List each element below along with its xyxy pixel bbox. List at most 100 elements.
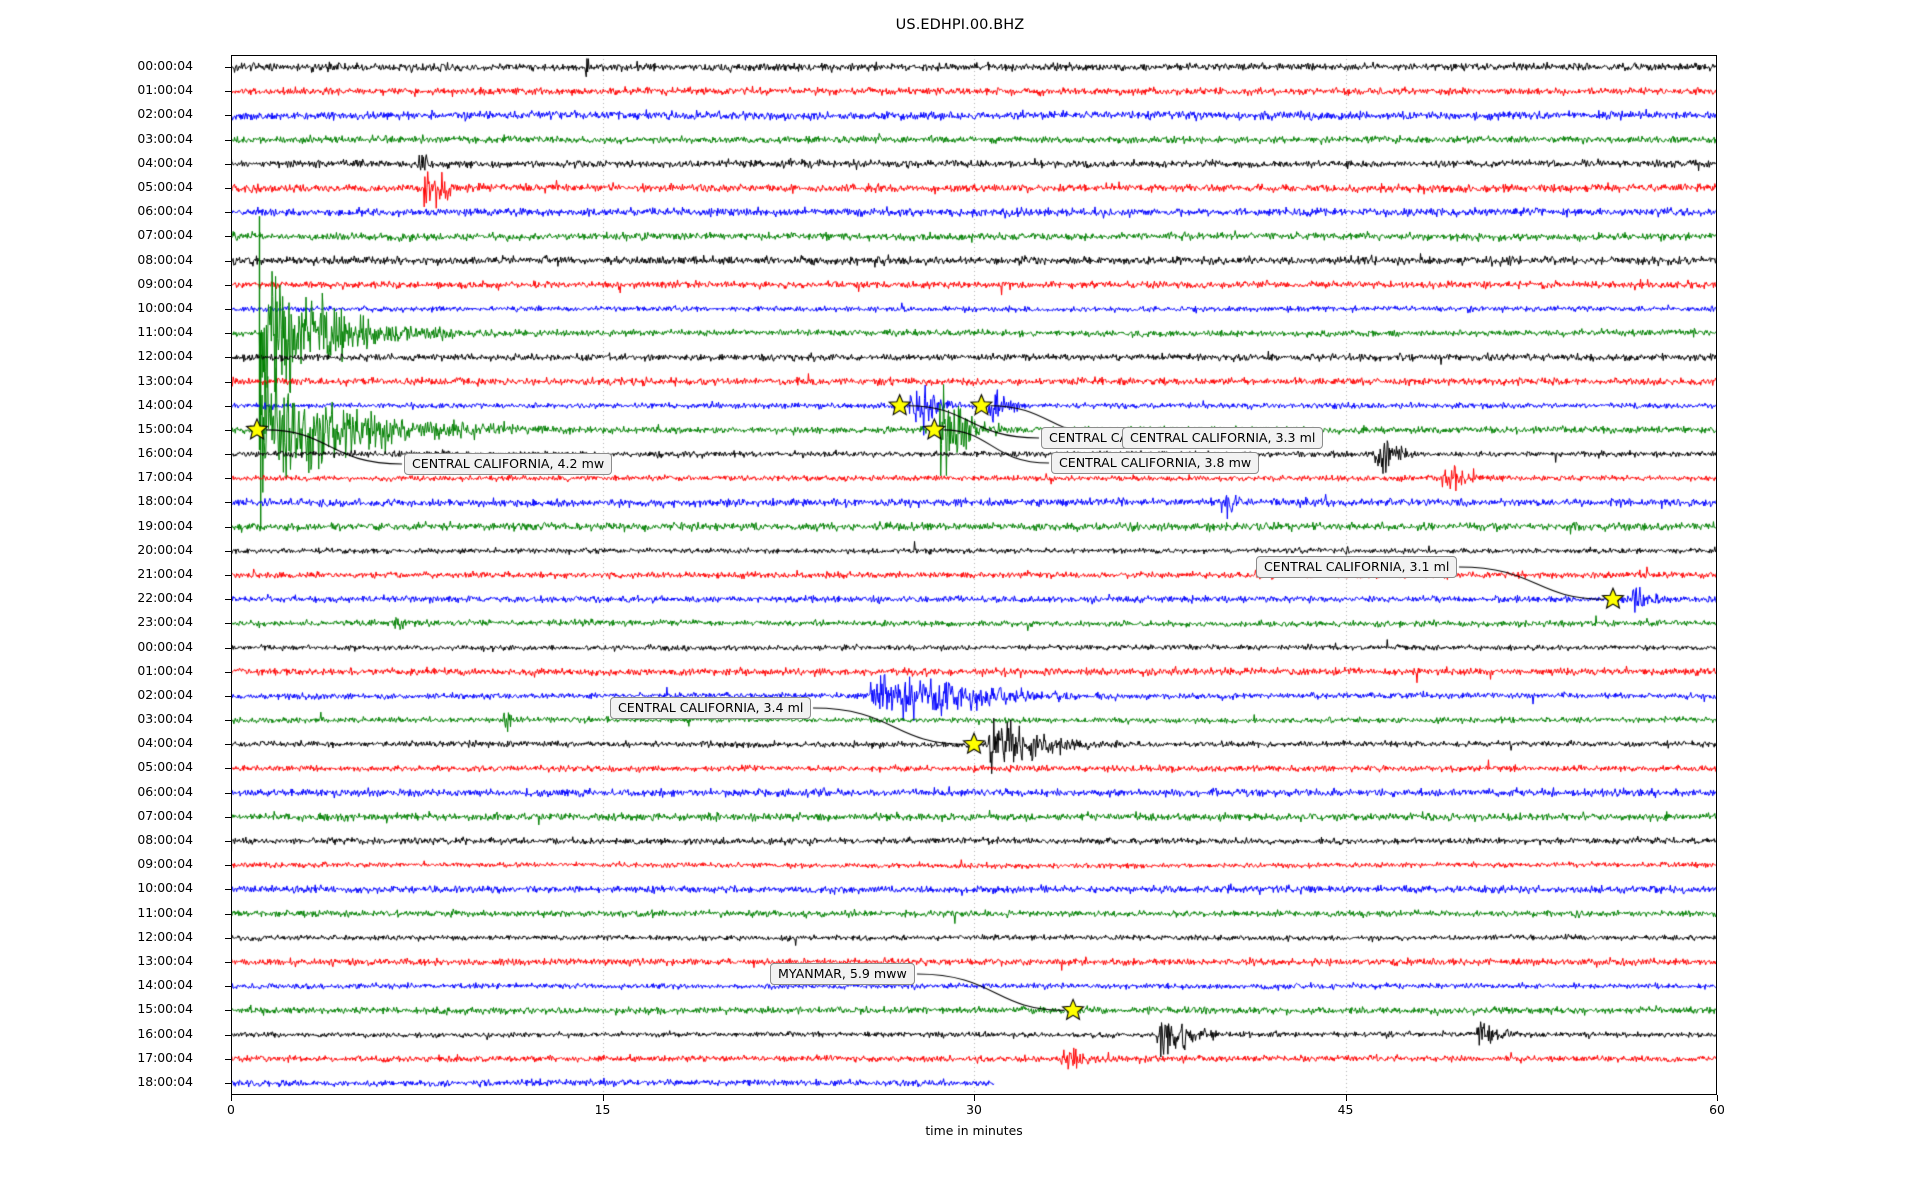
y-axis-tick-mark: [225, 1082, 231, 1084]
y-axis-tick-mark: [225, 67, 231, 69]
y-axis-tick-label: 11:00:04: [137, 324, 193, 340]
y-axis-tick-label: 04:00:04: [137, 735, 193, 751]
y-axis-tick-label: 01:00:04: [137, 662, 193, 678]
y-axis-tick-mark: [225, 744, 231, 746]
y-axis-tick-mark: [225, 623, 231, 625]
y-axis-tick-mark: [225, 308, 231, 310]
seismogram-traces-canvas: [231, 55, 1717, 1095]
y-axis-tick-mark: [225, 865, 231, 867]
y-axis-tick-label: 18:00:04: [137, 1073, 193, 1089]
y-axis-tick-label: 13:00:04: [137, 372, 193, 388]
y-axis-tick-label: 07:00:04: [137, 807, 193, 823]
y-axis-tick-label: 08:00:04: [137, 832, 193, 848]
y-axis-tick-mark: [225, 575, 231, 576]
y-axis-tick-mark: [225, 792, 231, 794]
y-axis-tick-label: 03:00:04: [137, 130, 193, 146]
y-axis-tick-mark: [225, 1034, 231, 1036]
y-axis-tick-label: 08:00:04: [137, 251, 193, 267]
y-axis-tick-label: 00:00:04: [137, 58, 193, 74]
y-axis-tick-mark: [225, 502, 231, 504]
y-axis-tick-mark: [225, 695, 231, 697]
y-axis-tick-mark: [225, 260, 231, 262]
y-axis-tick-label: 17:00:04: [137, 469, 193, 485]
y-axis-tick-mark: [225, 405, 231, 407]
x-axis-tick-mark: [974, 1095, 975, 1101]
x-axis-tick-mark: [1345, 1095, 1347, 1101]
y-axis-tick-label: 02:00:04: [137, 106, 193, 122]
y-axis-tick-mark: [225, 889, 231, 891]
y-axis-tick-label: 05:00:04: [137, 759, 193, 775]
y-axis-tick-mark: [225, 526, 231, 528]
x-axis-tick-label: 30: [966, 1102, 982, 1117]
y-axis-tick-label: 20:00:04: [137, 541, 193, 557]
x-axis-tick-label: 60: [1709, 1102, 1725, 1117]
y-axis-tick-label: 16:00:04: [137, 445, 193, 461]
y-axis-tick-label: 18:00:04: [137, 493, 193, 509]
y-axis-tick-mark: [225, 937, 231, 939]
y-axis-tick-label: 21:00:04: [137, 566, 193, 581]
y-axis-tick-label: 09:00:04: [137, 856, 193, 872]
y-axis-tick-mark: [225, 647, 231, 649]
y-axis-tick-mark: [225, 841, 231, 843]
y-axis-tick-label: 01:00:04: [137, 82, 193, 98]
page-title: US.EDHPI.00.BHZ: [895, 17, 1025, 33]
event-annotation-label: CENTRAL CALIFORNIA, 3.8 mw: [1051, 452, 1260, 475]
y-axis-tick-mark: [225, 986, 231, 988]
y-axis-tick-label: 13:00:04: [137, 952, 193, 968]
y-axis-tick-mark: [225, 163, 231, 165]
y-axis-tick-label: 00:00:04: [137, 638, 193, 654]
y-axis-tick-label: 11:00:04: [137, 904, 193, 920]
y-axis-tick-label: 06:00:04: [137, 203, 193, 219]
y-axis-tick-mark: [225, 91, 231, 93]
plot-axes-area: [231, 55, 1717, 1095]
x-axis-tick-mark: [231, 1095, 232, 1101]
y-axis-tick-label: 10:00:04: [137, 299, 193, 315]
x-axis-tick-mark: [602, 1095, 604, 1101]
event-annotation-label: MYANMAR, 5.9 mww: [770, 963, 915, 986]
y-axis-tick-mark: [225, 381, 231, 383]
y-axis-tick-label: 12:00:04: [137, 928, 193, 944]
y-axis-tick-mark: [225, 671, 231, 673]
y-axis-tick-mark: [225, 188, 231, 190]
y-axis-tick-mark: [225, 478, 231, 480]
event-annotation-label: CENTRAL CALIFORNIA, 3.1 ml: [1256, 556, 1458, 579]
y-axis-tick-mark: [225, 333, 231, 335]
y-axis-tick-mark: [225, 768, 231, 770]
y-axis-tick-label: 17:00:04: [137, 1049, 193, 1065]
y-axis-tick-label: 23:00:04: [137, 614, 193, 630]
event-annotation-label: CENTRAL CALIFORNIA, 3.3 ml: [1122, 427, 1324, 450]
y-axis-tick-label: 14:00:04: [137, 396, 193, 412]
y-axis-tick-label: 14:00:04: [137, 977, 193, 993]
x-axis-tick-label: 15: [594, 1102, 611, 1117]
y-axis-tick-mark: [225, 357, 231, 359]
y-axis-tick-label: 04:00:04: [137, 154, 193, 170]
event-annotation-label: CENTRAL CALIFORNIA, 4.2 mw: [404, 453, 613, 476]
x-axis-tick-mark: [1717, 1095, 1718, 1101]
y-axis-tick-label: 15:00:04: [137, 1001, 193, 1017]
y-axis-tick-label: 12:00:04: [137, 348, 193, 364]
y-axis-tick-mark: [225, 720, 231, 722]
y-axis-tick-label: 06:00:04: [137, 783, 193, 799]
x-axis-tick-label: 45: [1337, 1102, 1354, 1117]
y-axis-tick-mark: [225, 816, 231, 818]
y-axis-tick-mark: [225, 454, 231, 456]
y-axis-tick-label: 05:00:04: [137, 179, 193, 195]
y-axis-tick-mark: [225, 212, 231, 214]
event-annotation-label: CENTRAL CALIFORNIA, 3.4 ml: [610, 697, 812, 720]
y-axis-tick-label: 22:00:04: [137, 590, 193, 606]
y-axis-tick-label: 07:00:04: [137, 227, 193, 243]
y-axis-tick-label: 19:00:04: [137, 517, 193, 533]
y-axis-tick-label: 09:00:04: [137, 275, 193, 291]
y-axis-tick-mark: [225, 284, 231, 286]
y-axis-tick-mark: [225, 236, 231, 238]
y-axis-tick-label: 15:00:04: [137, 420, 193, 436]
y-axis-tick-label: 03:00:04: [137, 711, 193, 727]
x-axis-tick-label: 0: [227, 1102, 235, 1117]
y-axis-tick-label: 02:00:04: [137, 686, 193, 702]
y-axis-tick-mark: [225, 1058, 231, 1060]
y-axis-tick-mark: [225, 139, 231, 141]
y-axis-tick-mark: [225, 550, 231, 552]
y-axis-tick-mark: [225, 961, 231, 963]
y-axis-tick-mark: [225, 913, 231, 915]
